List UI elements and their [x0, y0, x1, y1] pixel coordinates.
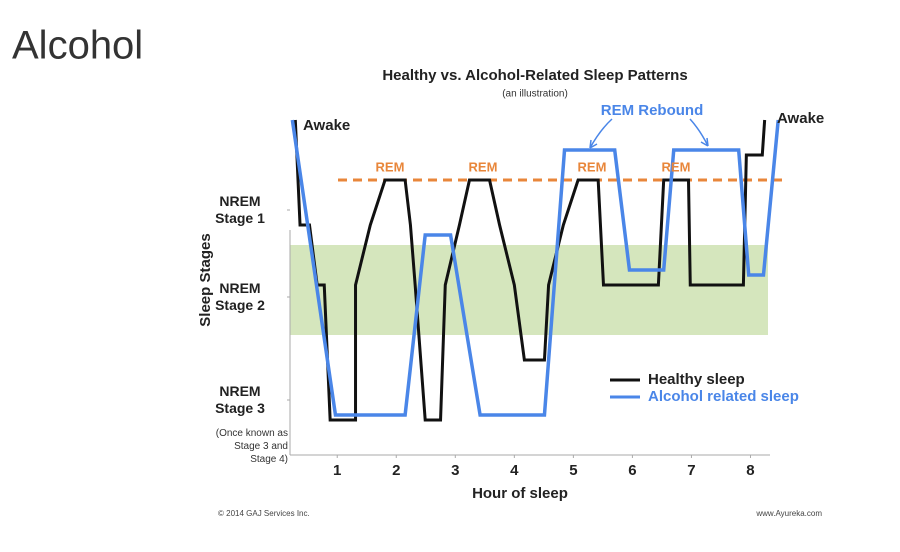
- y-tick-label: NREM Stage 3: [215, 383, 265, 416]
- annotation: REM: [662, 159, 691, 174]
- footer-left: © 2014 GAJ Services Inc.: [218, 509, 310, 518]
- rebound-arrow: [689, 118, 709, 147]
- y-tick-label: NREM Stage 2: [215, 280, 265, 313]
- legend-label: Alcohol related sleep: [648, 388, 799, 405]
- legend-label: Healthy sleep: [648, 371, 745, 388]
- page-heading: Alcohol: [12, 24, 143, 68]
- x-tick-label: 1: [333, 462, 341, 479]
- x-axis-label: Hour of sleep: [472, 485, 568, 502]
- annotation: REM: [578, 159, 607, 174]
- y-tick-label: NREM Stage 1: [215, 193, 265, 226]
- annotation: Awake: [303, 117, 350, 134]
- x-tick-label: 4: [510, 462, 519, 479]
- x-tick-label: 3: [451, 462, 459, 479]
- series-line: [290, 119, 780, 417]
- annotation: REM: [469, 159, 498, 174]
- annotation: REM: [376, 159, 405, 174]
- x-tick-label: 7: [687, 462, 695, 479]
- x-tick-label: 6: [628, 462, 636, 479]
- stage-band: [290, 245, 768, 335]
- annotation: REM Rebound: [601, 102, 704, 119]
- annotation: Awake: [777, 110, 824, 127]
- chart-subtitle: (an illustration): [502, 89, 568, 100]
- y-axis-label: Sleep Stages: [197, 233, 214, 326]
- series-line: [293, 119, 767, 422]
- x-tick-label: 2: [392, 462, 400, 479]
- y-tick-note: (Once known as Stage 3 and Stage 4): [215, 428, 288, 465]
- footer-right: www.Ayureka.com: [755, 509, 822, 518]
- rebound-arrow: [589, 118, 613, 149]
- x-tick-label: 5: [569, 462, 577, 479]
- x-tick-label: 8: [746, 462, 754, 479]
- chart-title: Healthy vs. Alcohol-Related Sleep Patter…: [382, 67, 687, 84]
